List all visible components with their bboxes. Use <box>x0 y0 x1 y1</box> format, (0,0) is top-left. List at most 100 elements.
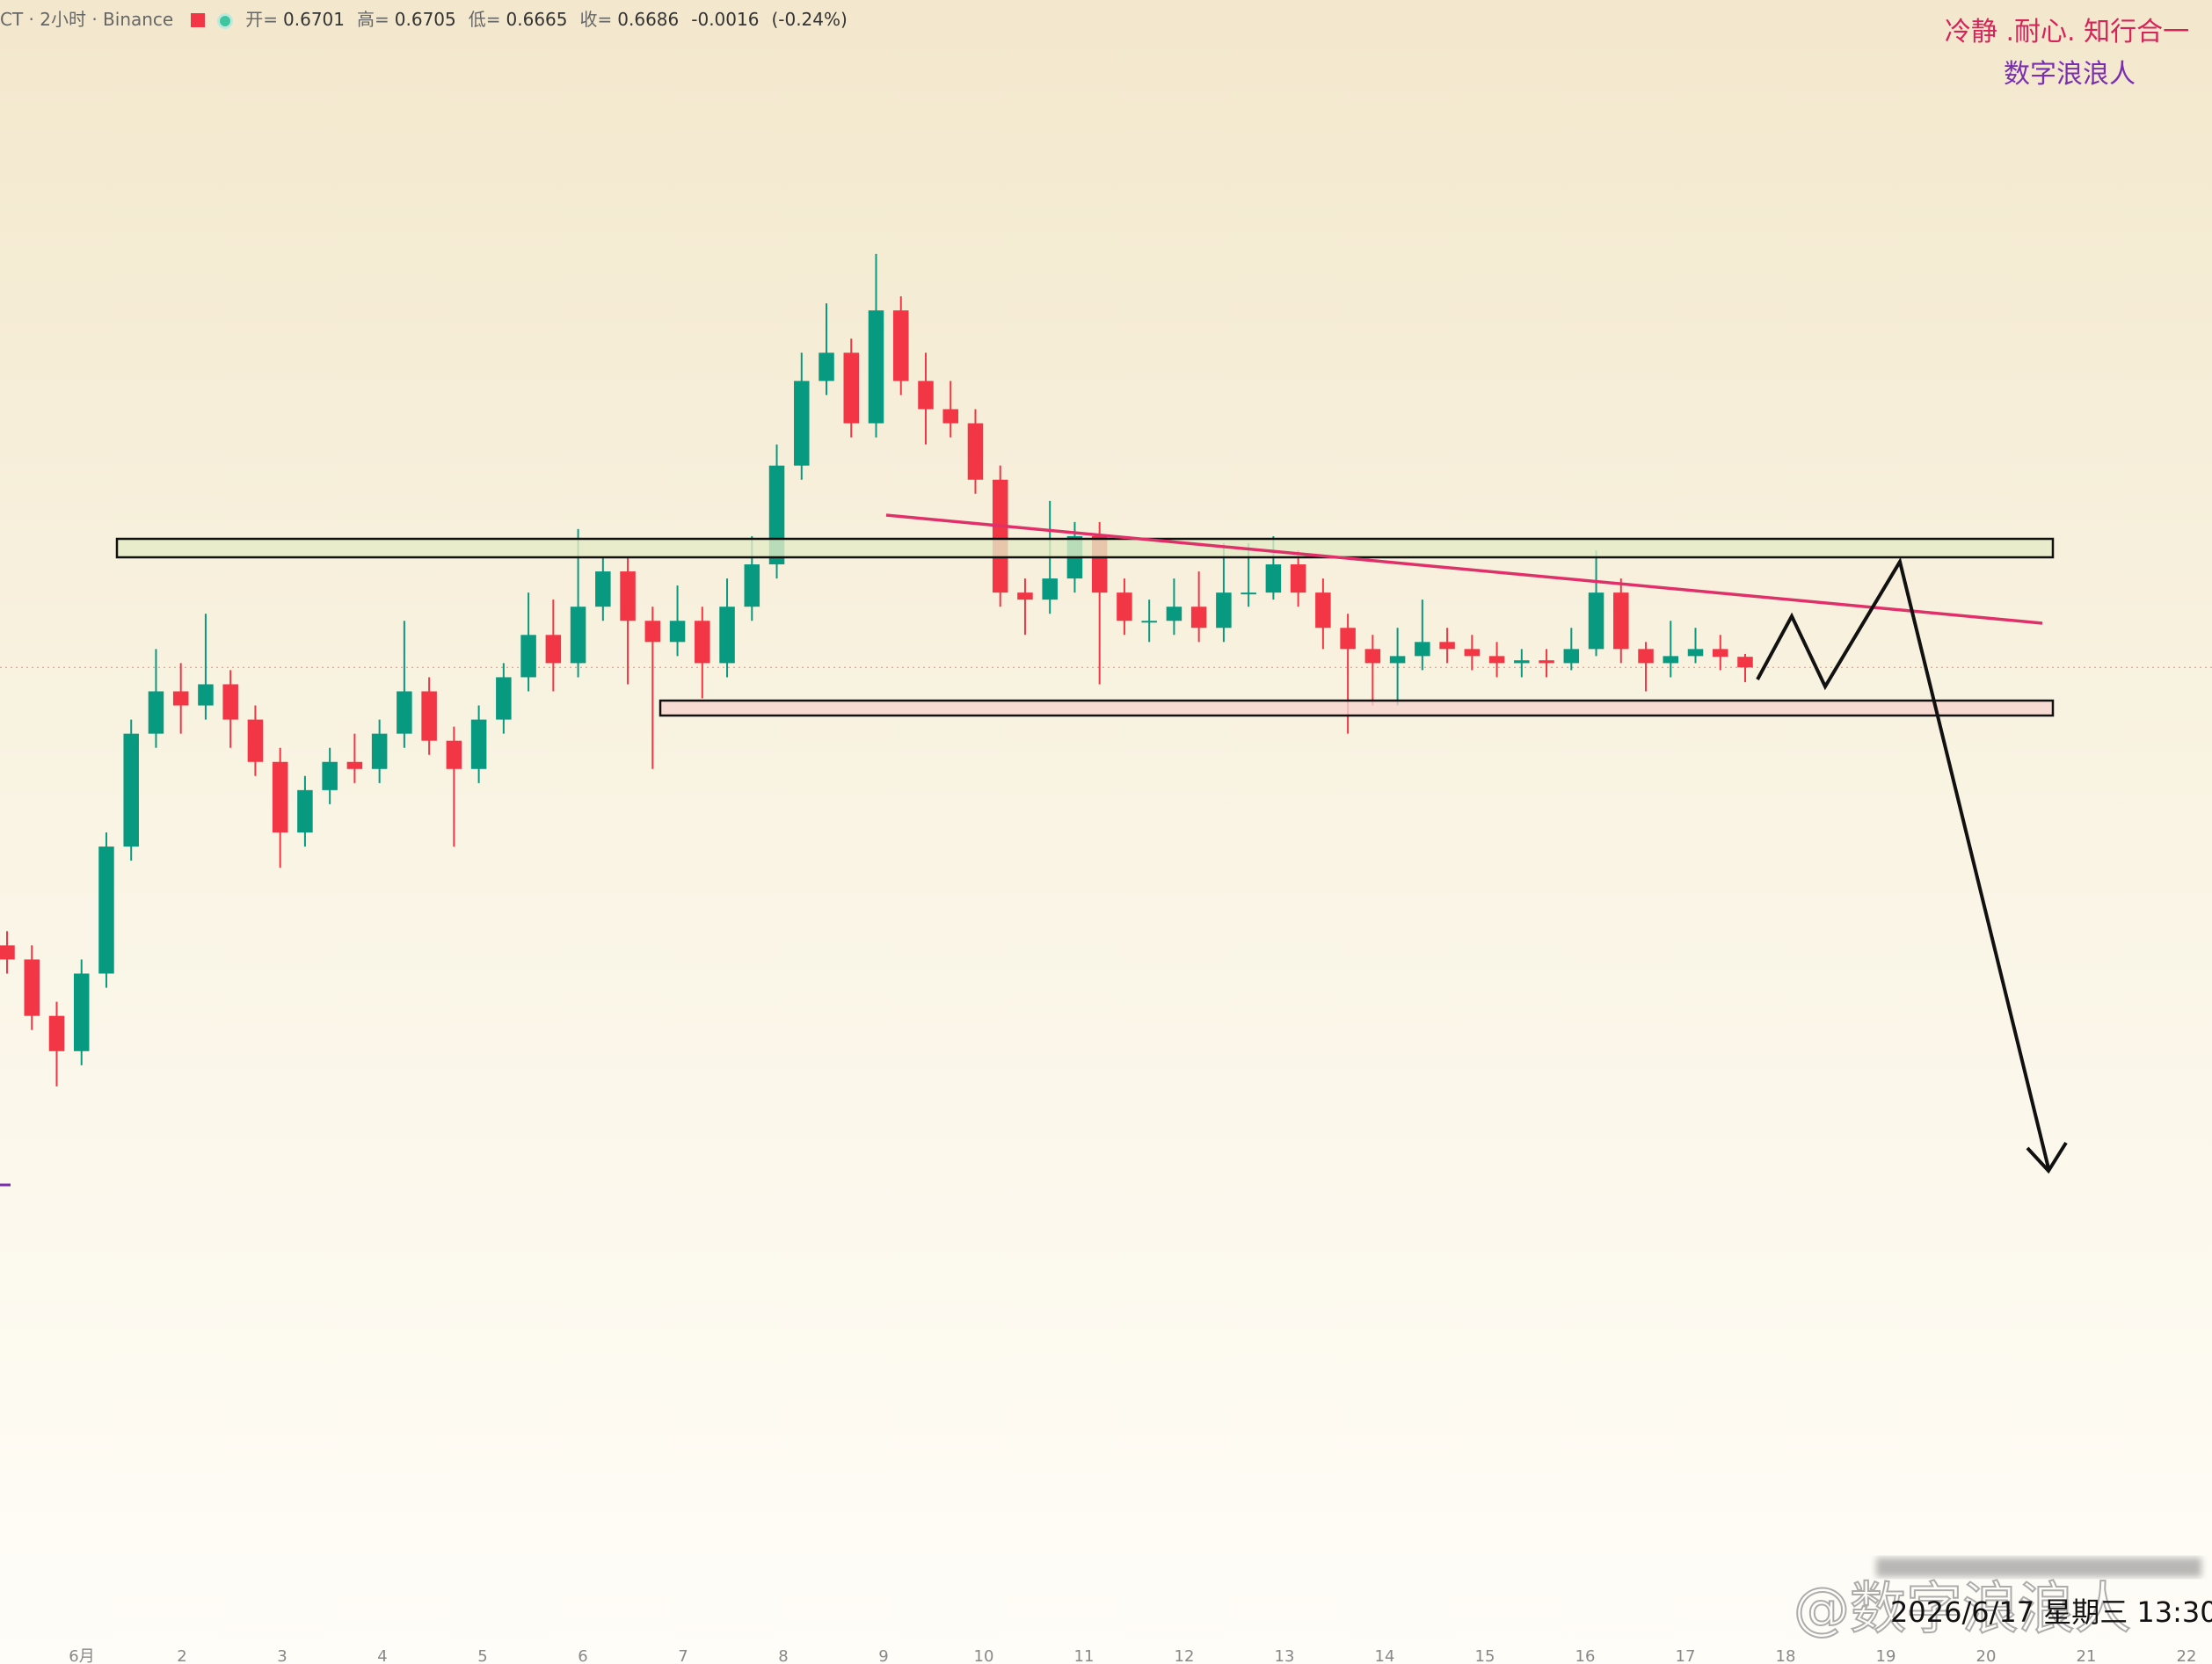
candle-body <box>397 691 412 734</box>
x-tick-label: 6 <box>578 1647 587 1664</box>
weibo-watermark: @数字浪浪人 <box>1794 1577 2131 1642</box>
candle-body <box>1663 656 1679 664</box>
candle-body <box>843 352 860 424</box>
candle-body <box>1613 592 1629 650</box>
candle-body <box>247 719 264 762</box>
candle-body <box>98 847 114 974</box>
high-value: 0.6705 <box>394 9 456 30</box>
candle-body <box>297 789 313 833</box>
candle-body <box>1241 592 1256 595</box>
x-tick-label: 5 <box>477 1647 487 1664</box>
change: -0.0016 <box>691 9 760 30</box>
x-tick-label: 17 <box>1676 1647 1696 1664</box>
candle-body <box>1364 649 1381 664</box>
candle-body <box>595 571 611 607</box>
resistance-zone <box>115 537 2055 559</box>
x-tick-label: 18 <box>1776 1647 1796 1664</box>
change-pct: (-0.24%) <box>771 9 848 30</box>
open-label: 开= <box>245 9 279 30</box>
x-tick-label: 12 <box>1175 1647 1195 1664</box>
candle-body <box>695 621 710 664</box>
candle-body <box>794 381 810 466</box>
x-tick-label: 20 <box>1976 1647 1997 1664</box>
candle-body <box>421 691 437 741</box>
trend-line <box>885 513 2043 625</box>
low-value: 0.6665 <box>506 9 568 30</box>
candle-body <box>148 691 164 734</box>
x-tick-label: 15 <box>1475 1647 1495 1664</box>
candle-body <box>1141 621 1157 623</box>
candle-body <box>48 1015 65 1051</box>
x-tick-label: 13 <box>1275 1647 1295 1664</box>
candle-body <box>496 677 512 720</box>
x-tick-label: 14 <box>1375 1647 1395 1664</box>
candle-body <box>1514 660 1530 664</box>
candle-body <box>172 691 189 706</box>
arrow-head <box>2026 1141 2068 1174</box>
motto: 冷静 .耐心. 知行合一 <box>1945 17 2189 47</box>
blurred-text <box>1876 1558 2201 1577</box>
candle-body <box>1389 656 1406 664</box>
candle-body <box>669 621 686 643</box>
candle-body <box>1415 642 1430 657</box>
status-icon <box>217 13 234 29</box>
low-label: 低= <box>468 9 501 30</box>
close-value: 0.6686 <box>617 9 680 30</box>
candle-body <box>1315 592 1331 629</box>
projection-path <box>1756 556 2050 1169</box>
candle-body <box>198 684 214 706</box>
candle-body <box>123 733 139 847</box>
candle-body <box>24 959 40 1016</box>
candle-body <box>322 761 338 790</box>
candle-body <box>1539 660 1554 664</box>
x-tick-label: 3 <box>277 1647 287 1664</box>
candle-body <box>892 310 909 381</box>
close-label: 收= <box>579 9 613 30</box>
x-tick-label: 21 <box>2077 1647 2097 1664</box>
candle-body <box>0 945 15 960</box>
candle-body <box>371 733 388 769</box>
candle-body <box>967 423 984 480</box>
candle-body <box>1588 592 1604 650</box>
candle-body <box>620 571 636 621</box>
candle-body <box>1737 657 1753 668</box>
candles <box>0 253 2212 1086</box>
x-tick-label: 11 <box>1074 1647 1095 1664</box>
flag-icon <box>191 13 206 27</box>
candle-body <box>719 607 735 664</box>
x-tick-label: 22 <box>2177 1647 2197 1664</box>
x-tick-label: 8 <box>778 1647 788 1664</box>
x-tick-label: 19 <box>1876 1647 1896 1664</box>
candle-body <box>868 310 884 424</box>
high-label: 高= <box>357 9 389 30</box>
candle-body <box>446 740 462 769</box>
candle-body <box>1017 592 1033 600</box>
candle-body <box>1042 578 1058 600</box>
candle-body <box>222 684 238 720</box>
candle-body <box>1439 642 1455 650</box>
ohlc-legend: CT · 2小时 · Binance 开= 0.6701 高= 0.6705 低= 0.66… <box>0 5 860 31</box>
candle-body <box>272 761 288 833</box>
candle-body <box>545 635 562 664</box>
candle-body <box>1687 649 1704 657</box>
candle-body <box>1166 607 1182 621</box>
candle-body <box>520 635 536 678</box>
x-tick-label: 16 <box>1575 1647 1596 1664</box>
candle-body <box>1117 592 1132 621</box>
x-tick-label: 10 <box>974 1647 994 1664</box>
candle-body <box>819 352 834 381</box>
x-tick-label: 7 <box>678 1647 688 1664</box>
candle-body <box>918 381 934 410</box>
candle-body <box>346 761 363 769</box>
candle-body <box>1464 649 1481 657</box>
candle-body <box>942 409 958 424</box>
symbol: CT · 2小时 · Binance <box>0 9 174 30</box>
candle-body <box>1216 592 1232 629</box>
candle-body <box>1340 628 1356 650</box>
candle-body <box>1638 649 1654 664</box>
x-tick-label: 2 <box>177 1647 186 1664</box>
candle-body <box>1488 656 1505 664</box>
candle-body <box>73 973 90 1051</box>
